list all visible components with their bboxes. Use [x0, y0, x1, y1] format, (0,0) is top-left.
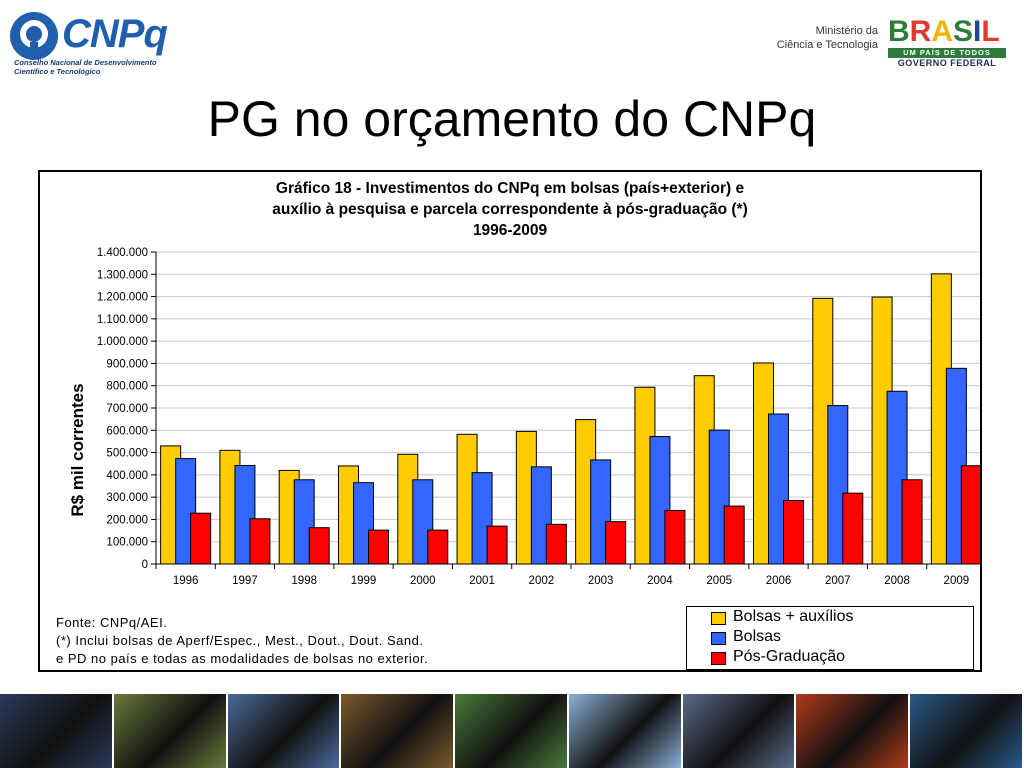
- bar-pos-graduacao: [664, 510, 686, 565]
- ministry-line-2: Ciência e Tecnologia: [776, 39, 878, 51]
- cnpq-subtitle: Conselho Nacional de Desenvolvimento Cie…: [14, 58, 204, 76]
- y-tick-label: 1.200.000: [97, 292, 148, 304]
- strip-photo-tile: [682, 694, 797, 768]
- brasil-letter: S: [953, 15, 974, 48]
- y-tick-label: 700.000: [106, 403, 148, 415]
- legend-label-bolsas: Bolsas: [733, 628, 782, 645]
- x-tick-label: 2006: [766, 575, 792, 587]
- governo-federal: GOVERNO FEDERAL: [897, 58, 997, 68]
- bar-pos-graduacao: [842, 492, 864, 565]
- chart-legend: Bolsas + auxílios Bolsas Pós-Graduação: [686, 606, 974, 670]
- strip-photo-tile: [341, 694, 456, 768]
- legend-item-pos-graduacao: Pós-Graduação: [711, 647, 846, 667]
- brasil-letter: A: [931, 15, 954, 48]
- x-tick-label: 1996: [173, 575, 199, 587]
- strip-photo-tile: [455, 694, 569, 768]
- y-tick-label: 1.400.000: [97, 247, 148, 259]
- legend-label-bolsas-auxilios: Bolsas + auxílios: [733, 608, 854, 625]
- chart-title-line-1: Gráfico 18 - Investimentos do CNPq em bo…: [275, 180, 745, 197]
- source-line-1: Fonte: CNPq/AEI.: [56, 615, 168, 630]
- bar-pos-graduacao: [545, 523, 567, 565]
- x-tick-label: 1998: [291, 575, 317, 587]
- bar-pos-graduacao: [308, 527, 330, 565]
- chart-title-line-2: auxílio à pesquisa e parcela corresponde…: [272, 201, 748, 218]
- x-tick-label: 2003: [588, 575, 614, 587]
- y-tick-label: 400.000: [106, 470, 148, 482]
- cnpq-wordmark: CNPq: [62, 12, 168, 56]
- bar-chart-plot: 0 100.000 200.000 300.000 400.000 500.000 600.…: [97, 247, 980, 587]
- x-tick-label: 2005: [706, 575, 732, 587]
- strip-photo-tile: [227, 694, 342, 768]
- strip-photo-tile: [796, 694, 911, 768]
- bar-pos-graduacao: [249, 518, 271, 565]
- legend-label-pos-graduacao: Pós-Graduação: [733, 648, 846, 665]
- x-tick-label: 2007: [825, 575, 851, 587]
- brasil-letter: I: [973, 15, 982, 48]
- source-notes: Fonte: CNPq/AEI. (*) Inclui bolsas de Ap…: [56, 614, 428, 668]
- x-tick-label: 2004: [647, 575, 673, 587]
- um-pais-de-todos: UM PAÍS DE TODOS: [888, 48, 1006, 58]
- government-logos: Ministério da Ciência e Tecnologia BRASI…: [770, 14, 1015, 74]
- brasil-letter: L: [981, 15, 1000, 48]
- y-tick-label: 0: [142, 559, 148, 571]
- y-tick-label: 200.000: [106, 514, 148, 526]
- strip-photo-tile: [910, 694, 1024, 768]
- y-tick-label: 600.000: [106, 425, 148, 437]
- y-tick-label: 500.000: [106, 448, 148, 460]
- cnpq-emblem-icon: [10, 12, 58, 60]
- x-tick-label: 1999: [351, 575, 377, 587]
- y-tick-label: 1.000.000: [97, 336, 148, 348]
- source-line-3: e PD no país e todas as modalidades de b…: [56, 651, 429, 666]
- cnpq-logo: CNPq Conselho Nacional de Desenvolviment…: [8, 8, 198, 82]
- legend-item-bolsas: Bolsas: [711, 627, 782, 647]
- ministry-label: Ministério da Ciência e Tecnologia: [770, 24, 878, 52]
- y-tick-label: 1.300.000: [97, 269, 148, 281]
- bar-pos-graduacao: [723, 505, 745, 565]
- y-tick-label: 100.000: [106, 537, 148, 549]
- y-tick-label: 900.000: [106, 358, 148, 370]
- x-tick-label: 2009: [944, 575, 970, 587]
- chart-title-line-3: 1996-2009: [472, 222, 548, 239]
- x-tick-label: 1997: [232, 575, 258, 587]
- bar-pos-graduacao: [783, 499, 804, 565]
- y-tick-label: 300.000: [106, 492, 148, 504]
- bar-pos-graduacao: [960, 465, 980, 565]
- bar-pos-graduacao: [486, 525, 508, 565]
- page-title: PG no orçamento do CNPq: [207, 91, 817, 147]
- bar-pos-graduacao: [605, 521, 627, 565]
- y-tick-label: 1.100.000: [97, 314, 148, 326]
- chart-frame: Gráfico 18 - Investimentos do CNPq em bo…: [38, 170, 982, 672]
- bar-pos-graduacao: [368, 529, 389, 565]
- legend-swatch-bolsas: [711, 632, 726, 645]
- strip-photo-tile: [113, 694, 228, 768]
- brasil-letter: R: [909, 15, 932, 48]
- bar-pos-graduacao: [901, 479, 923, 565]
- legend-swatch-bolsas-auxilios: [711, 612, 726, 625]
- chart-title: Gráfico 18 - Investimentos do CNPq em bo…: [120, 178, 900, 241]
- legend-item-bolsas-auxilios: Bolsas + auxílios: [711, 607, 854, 627]
- bar-pos-graduacao: [190, 512, 212, 565]
- bottom-image-strip: [0, 694, 1024, 768]
- bar-pos-graduacao: [427, 529, 449, 565]
- x-tick-label: 2008: [884, 575, 910, 587]
- ministry-line-1: Ministério da: [815, 25, 878, 37]
- brasil-letter: B: [888, 15, 910, 48]
- strip-photo-tile: [0, 694, 114, 768]
- source-line-2: (*) Inclui bolsas de Aperf/Espec., Mest.…: [56, 633, 424, 648]
- cnpq-subtitle-line-2: Científico e Tecnológico: [14, 67, 101, 76]
- cnpq-subtitle-line-1: Conselho Nacional de Desenvolvimento: [14, 58, 157, 67]
- legend-swatch-pos-graduacao: [711, 652, 726, 665]
- strip-photo-tile: [568, 694, 683, 768]
- x-tick-label: 2002: [529, 575, 555, 587]
- y-tick-label: 800.000: [106, 381, 148, 393]
- x-tick-label: 2001: [469, 575, 495, 587]
- brasil-logo: BRASIL: [888, 16, 1006, 48]
- x-tick-label: 2000: [410, 575, 436, 587]
